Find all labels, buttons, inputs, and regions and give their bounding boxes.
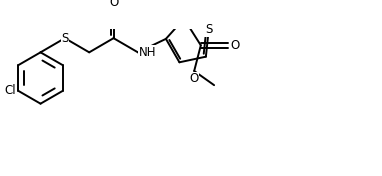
Text: O: O [230,39,240,52]
Text: NH: NH [139,46,156,59]
Text: S: S [61,32,68,45]
Text: O: O [109,0,118,9]
Text: O: O [189,72,199,85]
Text: Cl: Cl [5,84,16,97]
Text: S: S [205,23,212,36]
